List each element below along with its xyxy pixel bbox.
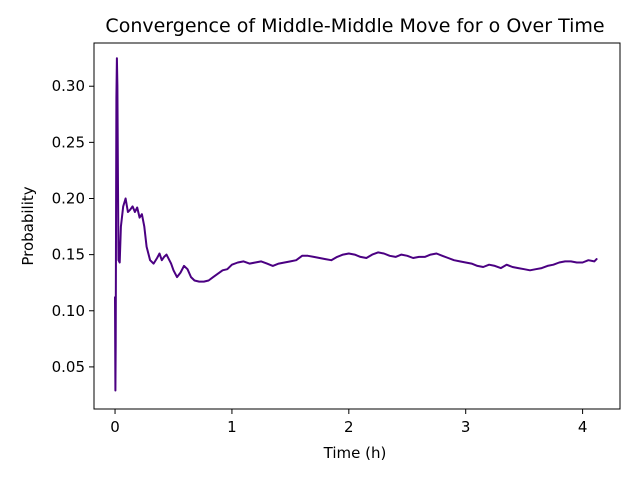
y-tick-label: 0.20 [52, 189, 85, 207]
y-tick-label: 0.10 [52, 302, 85, 320]
y-tick-label: 0.15 [52, 246, 85, 264]
x-tick-label: 4 [578, 418, 588, 436]
chart-title: Convergence of Middle-Middle Move for o … [105, 15, 604, 37]
x-axis-label: Time (h) [323, 444, 387, 462]
x-tick-label: 1 [227, 418, 237, 436]
series-line [114, 57, 598, 392]
plot-area-frame [93, 42, 621, 410]
x-tick-label: 3 [461, 418, 471, 436]
y-tick-label: 0.05 [52, 358, 85, 376]
y-tick-label: 0.25 [52, 133, 85, 151]
y-axis-label: Probability [19, 186, 37, 265]
x-tick-label: 2 [344, 418, 354, 436]
x-tick-label: 0 [110, 418, 120, 436]
y-tick-label: 0.30 [52, 77, 85, 95]
